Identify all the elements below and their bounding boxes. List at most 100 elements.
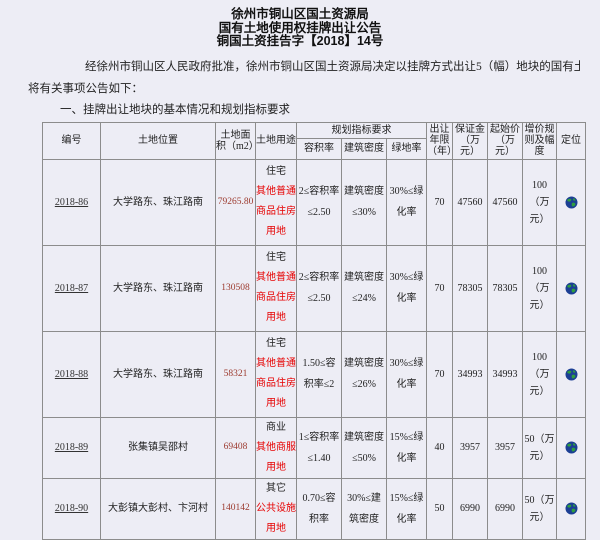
cell-position	[556, 244, 587, 332]
land-use-main: 其它	[266, 482, 286, 494]
cell-deposit: 3957	[452, 416, 489, 479]
col-header-use: 土地用途	[255, 121, 297, 160]
parcel-id-link[interactable]: 2018-90	[54, 503, 89, 514]
col-header-increment: 增价规则及幅度	[522, 121, 558, 160]
land-use-sub: 其他普通商品住房用地	[256, 186, 296, 237]
cell-deposit: 6990	[452, 477, 489, 540]
land-use-sub: 其他商服用地	[256, 441, 296, 473]
cell-increment: 100（万元）	[522, 158, 558, 246]
cell-green: 15%≤绿化率	[385, 416, 428, 479]
cell-position	[556, 477, 587, 540]
header-row-sub: 容积率 建筑密度 绿地率	[43, 137, 586, 160]
cell-density: 建筑密度≤50%	[341, 416, 387, 479]
doc-title-number: 铜国土资挂告字【2018】14号	[216, 34, 384, 48]
cell-term: 70	[426, 244, 454, 332]
table-row: 2018-89 张集镇吴邵村 69408 商业 其他商服用地 1≤容积率≤1.4…	[42, 416, 587, 479]
land-use-main: 住宅	[266, 338, 286, 349]
globe-icon[interactable]	[565, 441, 578, 454]
parcel-id-link[interactable]: 2018-87	[54, 282, 89, 294]
header-row-top: 编号 土地位置 土地面积（m2） 土地用途 规划指标要求 出让年限（年） 保证金…	[42, 121, 587, 160]
cell-far: 2≤容积率≤2.50	[296, 244, 342, 332]
cell-parcel-id: 2018-88	[42, 330, 101, 418]
cell-green: 30%≤绿化率	[385, 158, 428, 246]
cell-land-use: 住宅 其他普通商品住房用地	[255, 158, 297, 246]
cell-area: 58321	[215, 330, 256, 418]
parcel-id-link[interactable]: 2018-88	[54, 368, 89, 380]
cell-parcel-id: 2018-90	[42, 477, 101, 540]
cell-density: 建筑密度≤30%	[341, 158, 387, 246]
parcel-id-link[interactable]: 2018-86	[54, 196, 89, 208]
land-use-main: 住宅	[266, 252, 286, 263]
col-header-term: 出让年限（年）	[426, 121, 454, 160]
doc-title-announcement: 国有土地使用权挂牌出让公告	[218, 20, 382, 35]
cell-area: 69408	[215, 416, 256, 479]
parcel-id-link[interactable]: 2018-89	[54, 442, 89, 453]
intro-line-2: 将有关事项公告如下：	[28, 82, 143, 95]
cell-location: 大学路东、珠江路南	[100, 330, 216, 418]
col-header-location: 土地位置	[100, 121, 216, 160]
cell-parcel-id: 2018-89	[42, 416, 101, 479]
cell-far: 2≤容积率≤2.50	[296, 158, 342, 246]
globe-icon[interactable]	[565, 282, 578, 295]
cell-deposit: 34993	[452, 330, 489, 418]
cell-green: 30%≤绿化率	[385, 244, 428, 332]
land-use-sub: 公共设施用地	[256, 502, 296, 534]
cell-term: 40	[426, 416, 454, 479]
land-use-main: 住宅	[266, 166, 286, 177]
cell-far: 1≤容积率≤1.40	[296, 416, 342, 479]
table-row: 2018-87 大学路东、珠江路南 130508 住宅 其他普通商品住房用地 2…	[42, 244, 587, 332]
cell-location: 张集镇吴邵村	[100, 416, 216, 479]
cell-position	[556, 330, 587, 418]
cell-start-price: 34993	[487, 330, 524, 418]
cell-green: 30%≤绿化率	[385, 330, 428, 418]
cell-parcel-id: 2018-86	[42, 158, 101, 246]
land-use-sub: 其他普通商品住房用地	[256, 272, 296, 323]
col-header-area: 土地面积（m2）	[215, 121, 256, 160]
col-header-planning: 规划指标要求	[295, 121, 428, 139]
cell-increment: 50（万元）	[522, 477, 558, 540]
land-parcels-table: 编号 土地位置 土地面积（m2） 土地用途 规划指标要求 出让年限（年） 保证金…	[42, 121, 587, 540]
cell-density: 建筑密度≤24%	[341, 244, 387, 332]
cell-green: 15%≤绿化率	[385, 477, 428, 540]
cell-area: 130508	[215, 244, 256, 332]
doc-title: 徐州市铜山区国土资源局 国有土地使用权挂牌出让公告 铜国土资挂告字【2018】1…	[0, 0, 600, 49]
cell-land-use: 住宅 其他普通商品住房用地	[255, 330, 297, 418]
cell-start-price: 78305	[487, 244, 524, 332]
cell-land-use: 其它 公共设施用地	[255, 477, 297, 540]
cell-land-use: 商业 其他商服用地	[255, 416, 297, 479]
intro-paragraph: 经徐州市铜山区人民政府批准，徐州市铜山区国土资源局决定以挂牌方式出让5（幅）地块…	[28, 56, 580, 100]
cell-location: 大彭镇大彭村、卞河村	[100, 477, 216, 540]
cell-deposit: 78305	[452, 244, 489, 332]
cell-far: 1.50≤容积率≤2	[296, 330, 342, 418]
cell-deposit: 47560	[452, 158, 489, 246]
cell-location: 大学路东、珠江路南	[100, 244, 216, 332]
cell-increment: 100（万元）	[522, 244, 558, 332]
col-header-far: 容积率	[296, 137, 342, 160]
cell-term: 50	[426, 477, 454, 540]
table-row: 2018-88 大学路东、珠江路南 58321 住宅 其他普通商品住房用地 1.…	[42, 330, 587, 418]
cell-start-price: 47560	[487, 158, 524, 246]
cell-area: 140142	[215, 477, 256, 540]
cell-area: 79265.80	[215, 158, 256, 246]
col-header-density: 建筑密度	[341, 137, 387, 160]
cell-position	[556, 416, 587, 479]
land-use-sub: 其他普通商品住房用地	[256, 358, 296, 409]
table-row: 2018-90 大彭镇大彭村、卞河村 140142 其它 公共设施用地 0.70…	[42, 477, 587, 540]
col-header-start-price: 起始价（万元）	[487, 121, 524, 160]
globe-icon[interactable]	[565, 368, 578, 381]
col-header-id: 编号	[42, 121, 101, 160]
globe-icon[interactable]	[565, 502, 578, 515]
col-header-green: 绿地率	[385, 137, 428, 160]
cell-land-use: 住宅 其他普通商品住房用地	[255, 244, 297, 332]
cell-term: 70	[426, 158, 454, 246]
cell-density: 30%≤建筑密度	[341, 477, 387, 540]
col-header-deposit: 保证金（万元）	[452, 121, 489, 160]
cell-term: 70	[426, 330, 454, 418]
cell-increment: 50（万元）	[522, 416, 558, 479]
cell-density: 建筑密度≤26%	[341, 330, 387, 418]
globe-icon[interactable]	[565, 196, 578, 209]
col-header-position: 定位	[556, 121, 587, 160]
cell-far: 0.70≤容积率	[296, 477, 342, 540]
cell-location: 大学路东、珠江路南	[100, 158, 216, 246]
cell-increment: 100（万元）	[522, 330, 558, 418]
